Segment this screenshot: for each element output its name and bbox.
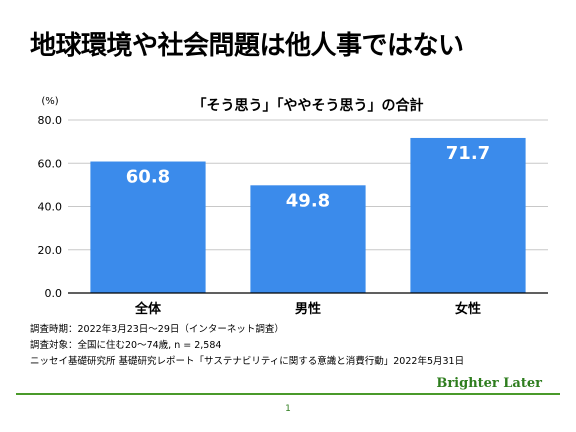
bar-value-label: 49.8 xyxy=(286,190,330,211)
bar xyxy=(410,137,526,293)
chart-title: 「そう思う」「ややそう思う」の合計 xyxy=(193,97,424,114)
bar xyxy=(90,161,206,293)
data-labels: 60.8 49.8 71.7 xyxy=(126,143,490,211)
slide-title: 地球環境や社会問題は他人事ではない xyxy=(30,31,464,61)
bar-value-label: 71.7 xyxy=(446,143,490,164)
bar-chart: 「そう思う」「ややそう思う」の合計 (%) 0.0 20.0 40.0 60.0 80.… xyxy=(38,96,548,317)
y-tick-label: 40.0 xyxy=(38,201,63,214)
brand-logo-text: Brighter Later xyxy=(436,376,542,391)
y-tick-label: 60.0 xyxy=(38,157,63,170)
source-note: ニッセイ基礎研究所 基礎研究レポート「サステナビリティに関する意識と消費行動」2… xyxy=(30,356,465,367)
x-tick-label: 全体 xyxy=(134,301,162,317)
y-axis-ticks: 0.0 20.0 40.0 60.0 80.0 xyxy=(38,114,63,300)
chart-notes: 調査時期：2022年3月23日〜29日（インターネット調査） 調査対象：全国に住… xyxy=(30,322,464,370)
x-tick-label: 男性 xyxy=(295,301,321,317)
footer-divider xyxy=(16,393,560,395)
survey-period-note: 調査時期：2022年3月23日〜29日（インターネット調査） xyxy=(30,324,284,335)
y-tick-label: 80.0 xyxy=(38,114,63,127)
y-tick-label: 20.0 xyxy=(38,244,63,257)
bars xyxy=(90,137,526,293)
page-number: 1 xyxy=(285,404,291,414)
bar-value-label: 60.8 xyxy=(126,167,170,188)
survey-target-note: 調査対象：全国に住む20〜74歳, n = 2,584 xyxy=(30,340,222,351)
x-tick-label: 女性 xyxy=(455,301,481,317)
x-axis-ticks: 全体 男性 女性 xyxy=(134,301,481,317)
y-tick-label: 0.0 xyxy=(45,287,63,300)
bar xyxy=(250,185,366,293)
y-axis-unit-label: (%) xyxy=(41,96,58,107)
